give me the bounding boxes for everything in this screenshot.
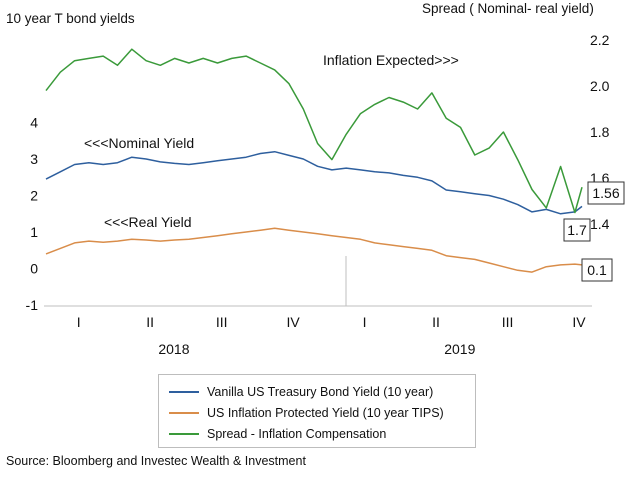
x-axis-quarter-labels: I II III IV I II III IV <box>77 314 586 330</box>
quarter-label: II <box>432 314 440 330</box>
quarter-label: I <box>77 314 81 330</box>
annotation-nominal-yield: <<<Nominal Yield <box>84 135 194 151</box>
legend-swatch-spread <box>169 433 199 435</box>
quarter-label: III <box>502 314 514 330</box>
series-real-line <box>45 227 583 273</box>
right-tick-label: 1.8 <box>590 124 610 140</box>
end-label-nominal: 1.7 <box>563 218 591 242</box>
legend-item-spread: Spread - Inflation Compensation <box>169 427 386 441</box>
end-label-spread: 1.56 <box>587 181 625 205</box>
series-nominal-line <box>45 150 583 215</box>
left-tick-label: 1 <box>30 224 38 240</box>
annotation-real-yield: <<<Real Yield <box>104 214 192 230</box>
left-tick-label: 2 <box>30 188 38 204</box>
x-axis-year-labels: 2018 2019 <box>158 341 475 357</box>
left-tick-label: 0 <box>30 261 38 277</box>
legend-swatch-nominal <box>169 391 199 393</box>
svg-text:1.56: 1.56 <box>592 185 619 201</box>
svg-text:1.7: 1.7 <box>567 222 587 238</box>
legend: Vanilla US Treasury Bond Yield (10 year)… <box>158 374 476 448</box>
right-axis-title: Spread ( Nominal- real yield) <box>422 1 594 16</box>
source-note: Source: Bloomberg and Investec Wealth & … <box>6 454 306 468</box>
quarter-label: II <box>146 314 154 330</box>
end-label-real: 0.1 <box>581 258 613 282</box>
legend-item-real: US Inflation Protected Yield (10 year TI… <box>169 406 444 420</box>
quarter-label: IV <box>572 314 586 330</box>
left-axis-ticks: 4 3 2 1 0 -1 <box>26 115 39 314</box>
left-tick-label: -1 <box>26 297 39 313</box>
svg-text:0.1: 0.1 <box>587 262 607 278</box>
legend-item-nominal: Vanilla US Treasury Bond Yield (10 year) <box>169 385 433 399</box>
right-tick-label: 2.2 <box>590 32 610 48</box>
legend-label-spread: Spread - Inflation Compensation <box>207 427 387 441</box>
quarter-label: III <box>216 314 228 330</box>
legend-swatch-real <box>169 412 199 414</box>
quarter-label: I <box>363 314 367 330</box>
year-label: 2018 <box>158 341 189 357</box>
right-tick-label: 2.0 <box>590 78 610 94</box>
annotation-inflation-expected: Inflation Expected>>> <box>323 52 459 68</box>
series-lines <box>45 48 583 273</box>
left-axis-title: 10 year T bond yields <box>6 11 135 26</box>
right-tick-label: 1.4 <box>590 216 610 232</box>
legend-label-nominal: Vanilla US Treasury Bond Yield (10 year) <box>207 385 434 399</box>
series-spread-line <box>45 48 583 214</box>
year-label: 2019 <box>444 341 475 357</box>
legend-label-real: US Inflation Protected Yield (10 year TI… <box>207 406 444 420</box>
left-tick-label: 3 <box>30 151 38 167</box>
quarter-label: IV <box>287 314 301 330</box>
left-tick-label: 4 <box>30 115 38 131</box>
